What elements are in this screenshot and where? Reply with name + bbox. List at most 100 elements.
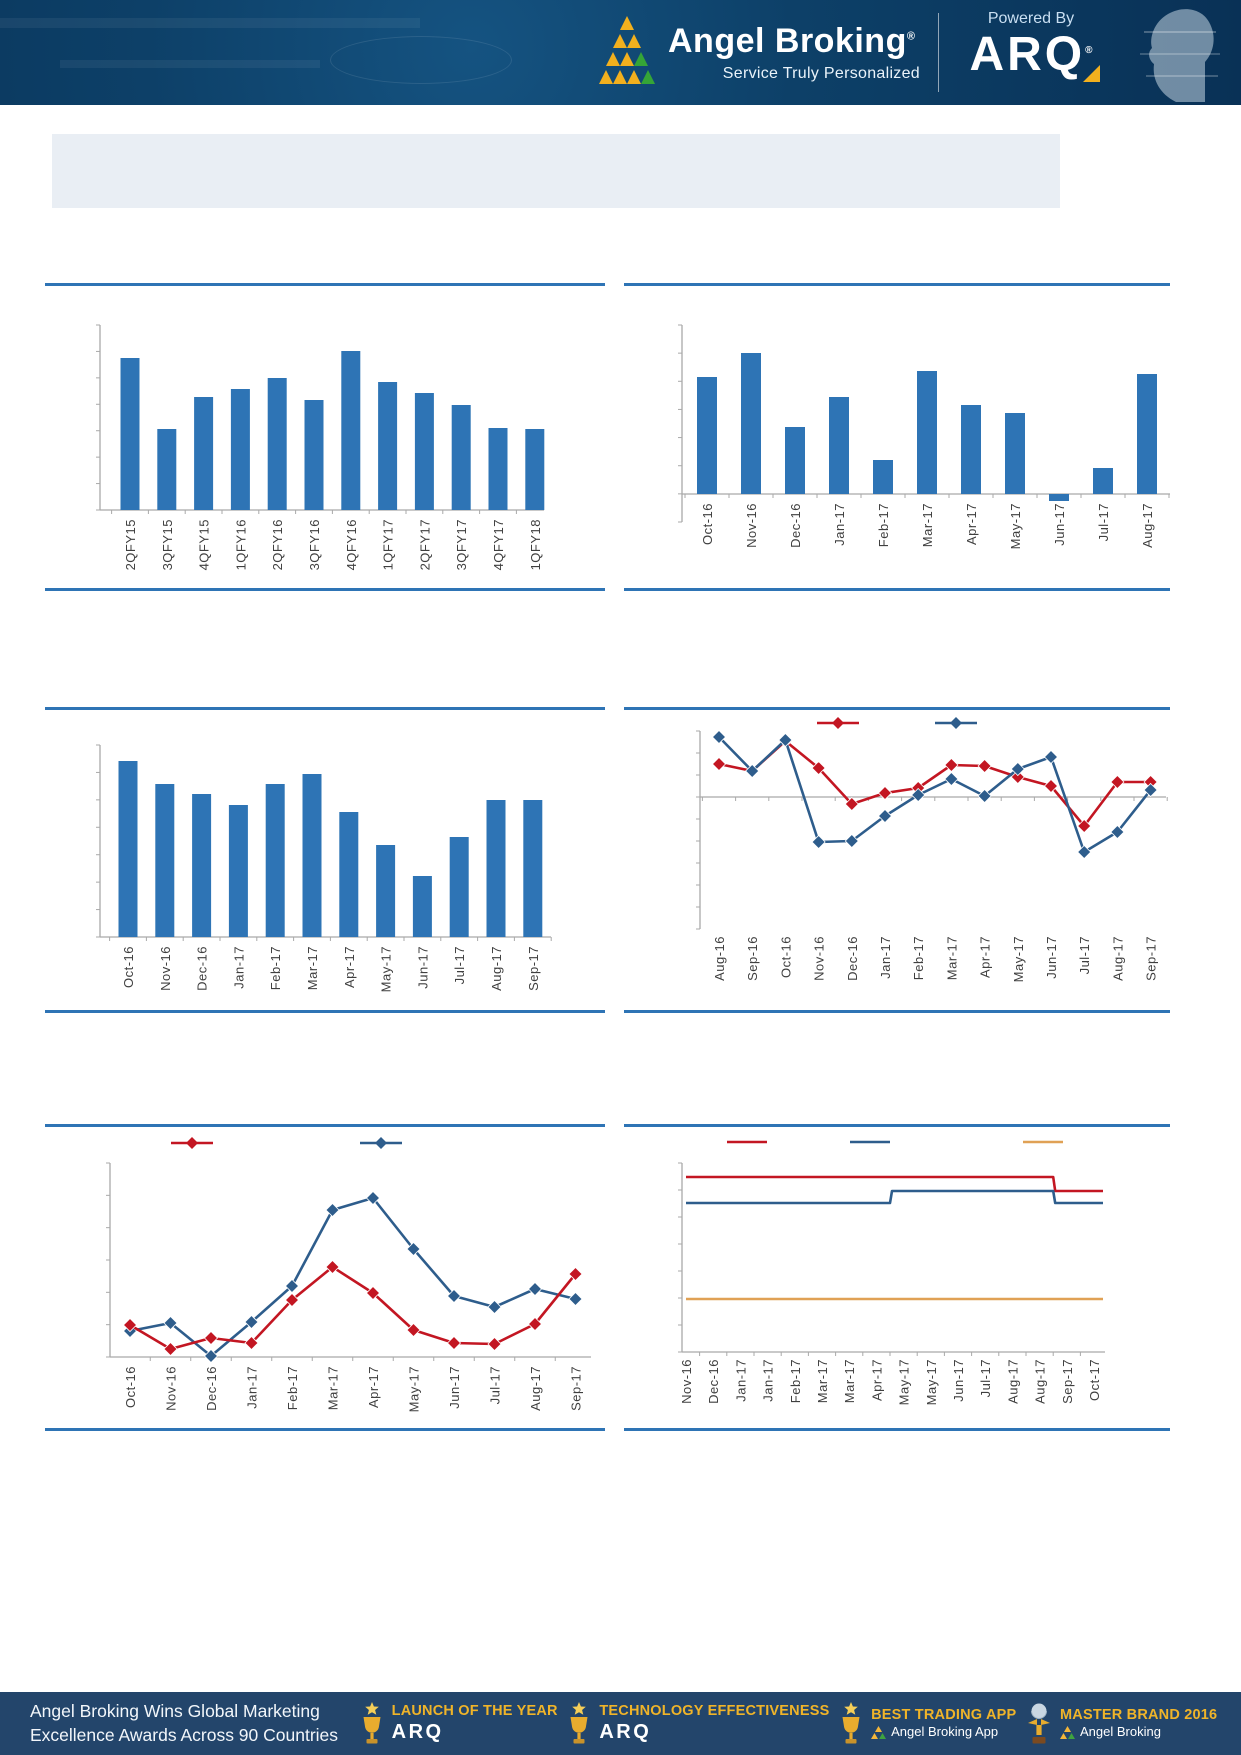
award-best-trading-app: BEST TRADING APP Angel Broking App [839,1701,1016,1747]
angel-broking-logo-icon [599,16,655,84]
svg-text:Nov-16: Nov-16 [744,503,759,548]
footer-headline: Angel Broking Wins Global Marketing Exce… [30,1700,350,1747]
svg-text:Aug-17: Aug-17 [1033,1359,1048,1404]
svg-text:Feb-17: Feb-17 [788,1359,803,1403]
award-texts: MASTER BRAND 2016 Angel Broking [1060,1707,1217,1741]
svg-text:May-17: May-17 [1011,936,1026,982]
separator-line [624,1428,1170,1431]
award-title: MASTER BRAND 2016 [1060,1706,1218,1723]
svg-text:Sep-16: Sep-16 [745,936,760,981]
header-texture [0,18,420,28]
trophy-icon [842,1701,860,1743]
svg-text:3QFY16: 3QFY16 [307,519,322,570]
brand-tagline: Service Truly Personalized [722,65,920,82]
title-banner [52,134,1060,208]
svg-text:4QFY17: 4QFY17 [491,519,506,570]
footer: Angel Broking Wins Global Marketing Exce… [0,1692,1241,1755]
svg-text:Mar-17: Mar-17 [815,1359,830,1403]
brand-block: Angel Broking® Service Truly Personalize… [668,22,920,83]
registered-mark: ® [1085,45,1093,56]
svg-text:Nov-16: Nov-16 [679,1359,694,1404]
award-texts: TECHNOLOGY EFFECTIVENESS ARQ [599,1703,829,1745]
svg-text:Jun-17: Jun-17 [447,1366,462,1409]
svg-text:Aug-16: Aug-16 [712,936,727,981]
svg-text:4QFY16: 4QFY16 [344,519,359,570]
svg-text:Nov-16: Nov-16 [158,946,173,991]
award-subtitle: Angel Broking [1060,1724,1217,1740]
separator-line [45,1010,605,1013]
award-master-brand-2016: MASTER BRAND 2016 Angel Broking [1026,1701,1217,1747]
header-texture [330,36,512,84]
svg-text:Oct-17: Oct-17 [1087,1359,1102,1401]
trophy-icon [363,1701,381,1743]
svg-text:Aug-17: Aug-17 [1140,503,1155,548]
svg-text:1QFY17: 1QFY17 [381,519,396,570]
svg-text:Apr-17: Apr-17 [869,1359,884,1401]
chart-monthly-bar-with-negative: Oct-16 Nov-16 Dec-16 Jan-17 Feb-17 Mar-17 Apr-… [678,324,1170,549]
svg-text:Jun-17: Jun-17 [951,1359,966,1402]
separator-line [45,588,605,591]
svg-text:Feb-17: Feb-17 [268,946,283,990]
powered-by-label: Powered By [987,10,1075,27]
svg-text:1QFY16: 1QFY16 [233,519,248,570]
footer-headline-line1: Angel Broking Wins Global Marketing [30,1700,320,1721]
svg-text:Mar-17: Mar-17 [842,1359,857,1403]
svg-text:Apr-17: Apr-17 [978,936,993,978]
svg-text:Sep-17: Sep-17 [1144,936,1159,981]
svg-text:Feb-17: Feb-17 [876,503,891,547]
svg-text:Jan-17: Jan-17 [832,503,847,546]
svg-text:Nov-16: Nov-16 [164,1366,179,1411]
award-technology-effectiveness: TECHNOLOGY EFFECTIVENESS ARQ [567,1701,829,1747]
arq-triangle-icon [1083,65,1100,83]
svg-text:1QFY18: 1QFY18 [528,519,543,570]
trophy-icon [570,1701,588,1743]
globe-trophy-icon [1028,1703,1051,1743]
svg-text:Aug-17: Aug-17 [528,1366,543,1411]
svg-text:Jul-17: Jul-17 [1077,936,1092,974]
svg-text:Sep-17: Sep-17 [569,1366,584,1411]
svg-text:Aug-17: Aug-17 [489,946,504,991]
svg-text:Apr-17: Apr-17 [342,946,357,988]
svg-text:Oct-16: Oct-16 [700,503,715,545]
svg-text:2QFY17: 2QFY17 [417,519,432,570]
angel-pyramid-icon [1060,1726,1076,1740]
svg-text:Jul-17: Jul-17 [978,1359,993,1397]
award-subtitle: ARQ [599,1721,652,1744]
svg-text:Oct-16: Oct-16 [778,936,793,978]
svg-text:4QFY15: 4QFY15 [197,519,212,570]
award-title: LAUNCH OF THE YEAR [391,1702,558,1719]
award-texts: LAUNCH OF THE YEAR ARQ [392,1703,558,1745]
svg-text:3QFY17: 3QFY17 [454,519,469,570]
svg-text:Dec-16: Dec-16 [845,936,860,981]
chart-quarterly-bar: 2QFY15 3QFY15 4QFY15 1QFY16 2QFY16 3QFY16 4QFY… [96,324,545,570]
svg-text:Aug-17: Aug-17 [1005,1359,1020,1404]
separator-line [624,707,1170,710]
svg-text:Dec-16: Dec-16 [204,1366,219,1411]
svg-text:Sep-17: Sep-17 [526,946,541,991]
svg-text:Jan-17: Jan-17 [245,1366,260,1409]
separator-line [624,1010,1170,1013]
award-launch-of-the-year: LAUNCH OF THE YEAR ARQ [360,1701,558,1747]
svg-text:Aug-17: Aug-17 [1110,936,1125,981]
angel-pyramid-icon [871,1726,887,1740]
svg-text:May-17: May-17 [1008,503,1023,549]
separator-line [624,283,1170,286]
svg-text:Nov-16: Nov-16 [812,936,827,981]
svg-text:Mar-17: Mar-17 [944,936,959,980]
svg-text:Feb-17: Feb-17 [285,1366,300,1410]
svg-text:Jun-17: Jun-17 [1044,936,1059,979]
awards-strip: LAUNCH OF THE YEAR ARQ TECHNOLOGY EFFECT… [350,1701,1227,1747]
brand-name: Angel Broking® [668,22,916,60]
award-title: BEST TRADING APP [871,1706,1017,1723]
svg-text:Jun-17: Jun-17 [415,946,430,989]
svg-text:Jan-17: Jan-17 [231,946,246,989]
svg-text:Mar-17: Mar-17 [326,1366,341,1410]
powered-by-block: Powered By ARQ® [956,10,1106,83]
svg-text:Jan-17: Jan-17 [878,936,893,979]
svg-text:Apr-17: Apr-17 [366,1366,381,1408]
svg-text:Dec-16: Dec-16 [788,503,803,548]
chart-two-line-peak: Oct-16 Nov-16 Dec-16 Jan-17 Feb-17 Mar-17 Apr-… [106,1137,591,1412]
svg-text:3QFY15: 3QFY15 [160,519,175,570]
award-subtitle-text: Angel Broking App [891,1724,999,1740]
